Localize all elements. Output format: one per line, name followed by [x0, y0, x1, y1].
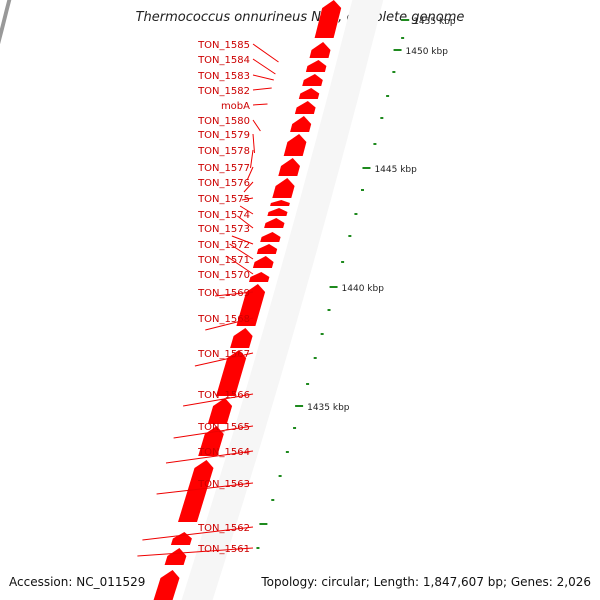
gene-arrow [256, 244, 278, 254]
genome-summary-text: Topology: circular; Length: 1,847,607 bp… [261, 575, 591, 589]
label-leader-line [241, 197, 254, 201]
gene-label: TON_1576 [197, 178, 250, 189]
label-leader-line [237, 215, 254, 229]
gene-arrow [164, 548, 187, 565]
gene-label: TON_1582 [197, 86, 250, 97]
gene-label: TON_1564 [197, 447, 250, 458]
scale-label: 1455 kbp [413, 17, 456, 27]
scale-label: 1450 kbp [406, 47, 449, 57]
gene-arrow [249, 272, 270, 282]
accession-text: Accession: NC_011529 [9, 575, 146, 589]
label-leader-line [252, 58, 276, 75]
label-leader-line [250, 149, 254, 169]
label-leader-line [252, 103, 268, 106]
label-leader-line [239, 205, 254, 215]
gene-label: mobA [221, 101, 250, 112]
gene-arrow [178, 460, 214, 522]
gene-arrow [153, 570, 180, 600]
gene-arrow [260, 232, 281, 242]
gene-label: TON_1583 [197, 71, 250, 82]
label-leader-line [252, 119, 261, 132]
gene-arrow [305, 60, 327, 72]
label-leader-line [229, 243, 254, 260]
gene-arrow [278, 158, 300, 176]
gene-label: TON_1584 [197, 55, 250, 66]
label-leader-line [246, 166, 254, 181]
gene-label: TON_1575 [197, 194, 250, 205]
label-leader-line [252, 43, 279, 63]
gene-arrow [314, 0, 342, 38]
gene-track [0, 0, 4, 13]
label-leader-line [214, 291, 254, 297]
label-leader-line [205, 317, 254, 331]
map-title: Thermococcus onnurineus NA1, complete ge… [135, 10, 465, 25]
gene-arrow [198, 426, 224, 456]
gene-label: TON_1585 [197, 40, 250, 51]
gene-arrow [283, 134, 307, 156]
gene-arrow [170, 532, 192, 545]
gene-arrow [216, 350, 247, 396]
gene-label: TON_1568 [197, 314, 250, 325]
label-leader-line [226, 255, 254, 275]
gene-label: TON_1562 [197, 523, 250, 534]
label-leader-line [243, 181, 254, 193]
gene-label: TON_1574 [197, 210, 250, 221]
gene-arrow [252, 256, 274, 268]
label-leader-line [194, 352, 254, 367]
label-leader-line [252, 133, 255, 154]
gene-arrow [267, 208, 288, 216]
gene-arrow [298, 88, 320, 99]
gene-label: TON_1579 [197, 130, 250, 141]
gene-label: TON_1580 [197, 116, 250, 127]
gene-label: TON_1563 [197, 479, 250, 490]
gene-label: TON_1570 [197, 270, 250, 281]
gene-label: TON_1578 [197, 146, 250, 157]
gene-arrow [207, 398, 233, 424]
gene-label: TON_1577 [197, 163, 250, 174]
gene-label: TON_1565 [197, 422, 250, 433]
label-leader-line [231, 235, 254, 245]
label-leader-line [183, 393, 254, 407]
gene-label: TON_1567 [197, 349, 250, 360]
gene-arrow [309, 42, 331, 58]
scale-label: 1445 kbp [374, 165, 417, 175]
label-leader-line [156, 482, 254, 495]
label-leader-line [252, 87, 272, 91]
label-leader-line [252, 74, 274, 81]
gene-arrow [290, 116, 312, 132]
gene-label: TON_1571 [197, 255, 250, 266]
gene-label: TON_1569 [197, 288, 250, 299]
gene-arrow [294, 101, 316, 114]
scale-label: 1435 kbp [307, 403, 350, 413]
scale-label: 1440 kbp [342, 284, 385, 294]
gene-label: TON_1566 [197, 390, 250, 401]
gene-arrow [302, 74, 323, 86]
gene-arrow [270, 200, 290, 206]
outer-ring-band [181, 0, 384, 600]
gene-arrow [272, 178, 295, 198]
backbone-ring [0, 0, 12, 45]
gene-label: TON_1561 [197, 544, 250, 555]
gene-arrow [264, 218, 285, 228]
gene-arrow [230, 328, 253, 348]
label-leader-line [142, 526, 254, 541]
label-leader-line [165, 450, 254, 464]
label-leader-line [173, 425, 254, 439]
gene-label: TON_1572 [197, 240, 250, 251]
gene-label: TON_1573 [197, 224, 250, 235]
gene-arrow [236, 284, 266, 326]
label-leader-line [137, 547, 254, 557]
